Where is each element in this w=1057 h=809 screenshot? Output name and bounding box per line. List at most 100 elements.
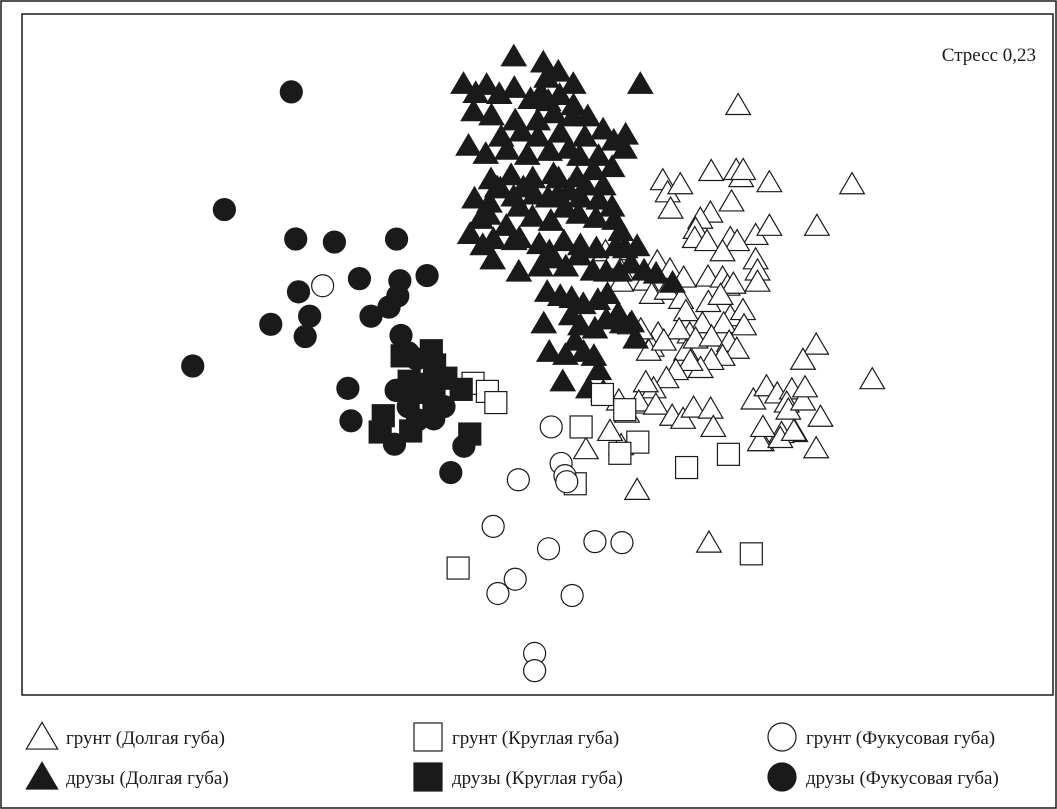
open-triangle-point: [672, 298, 700, 322]
open-triangle-point: [749, 414, 777, 438]
open-circle-point: [503, 567, 527, 591]
open-triangle-point: [838, 171, 866, 195]
filled-triangle-point: [574, 103, 602, 127]
filled-triangle-point: [592, 306, 620, 330]
series-4: [311, 274, 634, 683]
filled-triangle-point: [623, 233, 651, 257]
open-circle-point: [311, 274, 335, 298]
open-circle-point: [555, 470, 579, 494]
open-triangle-point: [623, 477, 651, 500]
open-triangle-point: [665, 316, 693, 340]
filled-triangle-point: [493, 136, 521, 160]
filled-triangle-point: [608, 310, 636, 334]
filled-circle-point: [382, 432, 407, 456]
filled-triangle-point: [486, 175, 514, 199]
open-triangle-point: [693, 228, 721, 252]
open-triangle-point: [657, 195, 684, 219]
series-1: [450, 43, 686, 402]
open-triangle-point: [723, 228, 751, 252]
filled-triangle-point: [585, 186, 613, 210]
filled-circle-point: [339, 409, 363, 433]
filled-triangle-point: [598, 154, 626, 178]
filled-triangle-point: [500, 75, 528, 98]
filled-triangle-point: [582, 205, 610, 228]
filled-triangle-point: [552, 342, 579, 365]
filled-triangle-point: [537, 208, 565, 231]
filled-triangle-point: [508, 118, 535, 142]
filled-triangle-point: [450, 71, 477, 94]
open-triangle-point: [756, 169, 783, 193]
open-circle-point: [486, 581, 510, 606]
open-triangle-point: [802, 331, 830, 355]
open-triangle-point: [789, 387, 817, 411]
filled-triangle-point: [642, 260, 670, 284]
open-triangle-point: [789, 347, 817, 370]
filled-triangle-point: [566, 143, 593, 166]
open-square-point: [484, 390, 508, 415]
filled-triangle-point: [546, 119, 574, 143]
filled-triangle-point: [594, 281, 621, 304]
open-circle-point: [536, 537, 561, 561]
open-triangle-point: [650, 327, 678, 351]
open-square-point: [674, 455, 699, 480]
filled-triangle-point: [540, 100, 568, 124]
filled-circle-point: [336, 376, 360, 400]
legend-triangle-icon: [25, 721, 59, 750]
filled-triangle-point: [580, 157, 607, 181]
open-triangle-point: [744, 268, 771, 292]
filled-circle-point: [415, 263, 439, 288]
filled-circle-point: [384, 378, 408, 402]
open-triangle-point: [729, 157, 757, 181]
filled-triangle-point: [530, 310, 558, 334]
filled-triangle-point: [611, 135, 638, 159]
plot-area: [21, 13, 1054, 696]
open-square-point: [613, 398, 637, 422]
filled-circle-point: [322, 230, 346, 254]
open-triangle-point: [669, 406, 697, 429]
open-triangle-point: [695, 529, 723, 553]
open-triangle-point: [740, 386, 767, 410]
legend-label: друзы (Долгая губа): [66, 768, 229, 789]
filled-triangle-point: [536, 138, 564, 161]
open-circle-point: [523, 659, 547, 683]
open-triangle-point: [698, 323, 725, 347]
open-circle-point: [506, 468, 530, 492]
open-triangle-point: [699, 414, 727, 438]
open-square-point: [608, 441, 632, 465]
filled-triangle-point: [455, 132, 482, 156]
open-triangle-point: [677, 348, 704, 372]
open-triangle-point: [697, 395, 724, 419]
filled-triangle-point: [622, 325, 650, 349]
series-0: [572, 92, 886, 553]
legend-square-icon: [413, 722, 443, 752]
open-triangle-point: [807, 404, 834, 427]
legend-label: друзы (Круглая губа): [452, 768, 623, 789]
series-5: [181, 80, 476, 485]
filled-triangle-point: [529, 49, 557, 73]
open-circle-point: [610, 531, 634, 555]
filled-triangle-point: [461, 185, 488, 209]
stress-annotation: Стресс 0,23: [942, 45, 1036, 66]
filled-triangle-point: [492, 213, 520, 236]
filled-triangle-point: [552, 253, 580, 277]
open-triangle-point: [730, 312, 758, 336]
open-circle-point: [560, 583, 584, 608]
filled-square-point: [449, 377, 473, 401]
open-circle-point: [583, 530, 607, 554]
filled-triangle-point: [456, 221, 484, 245]
open-triangle-point: [724, 92, 752, 116]
open-triangle-point: [858, 366, 886, 390]
filled-triangle-point: [535, 339, 563, 362]
open-triangle-point: [718, 188, 745, 212]
open-triangle-point: [632, 369, 660, 393]
legend: грунт (Долгая губа) грунт (Круглая губа) г…: [25, 721, 999, 792]
open-triangle-point: [780, 418, 808, 441]
filled-triangle-point: [513, 142, 541, 165]
filled-triangle-point: [478, 102, 505, 126]
open-triangle-point: [791, 374, 819, 398]
filled-triangle-point: [572, 172, 599, 196]
open-triangle-point: [642, 391, 670, 415]
filled-triangle-point: [659, 269, 686, 293]
filled-circle-point: [452, 434, 476, 458]
